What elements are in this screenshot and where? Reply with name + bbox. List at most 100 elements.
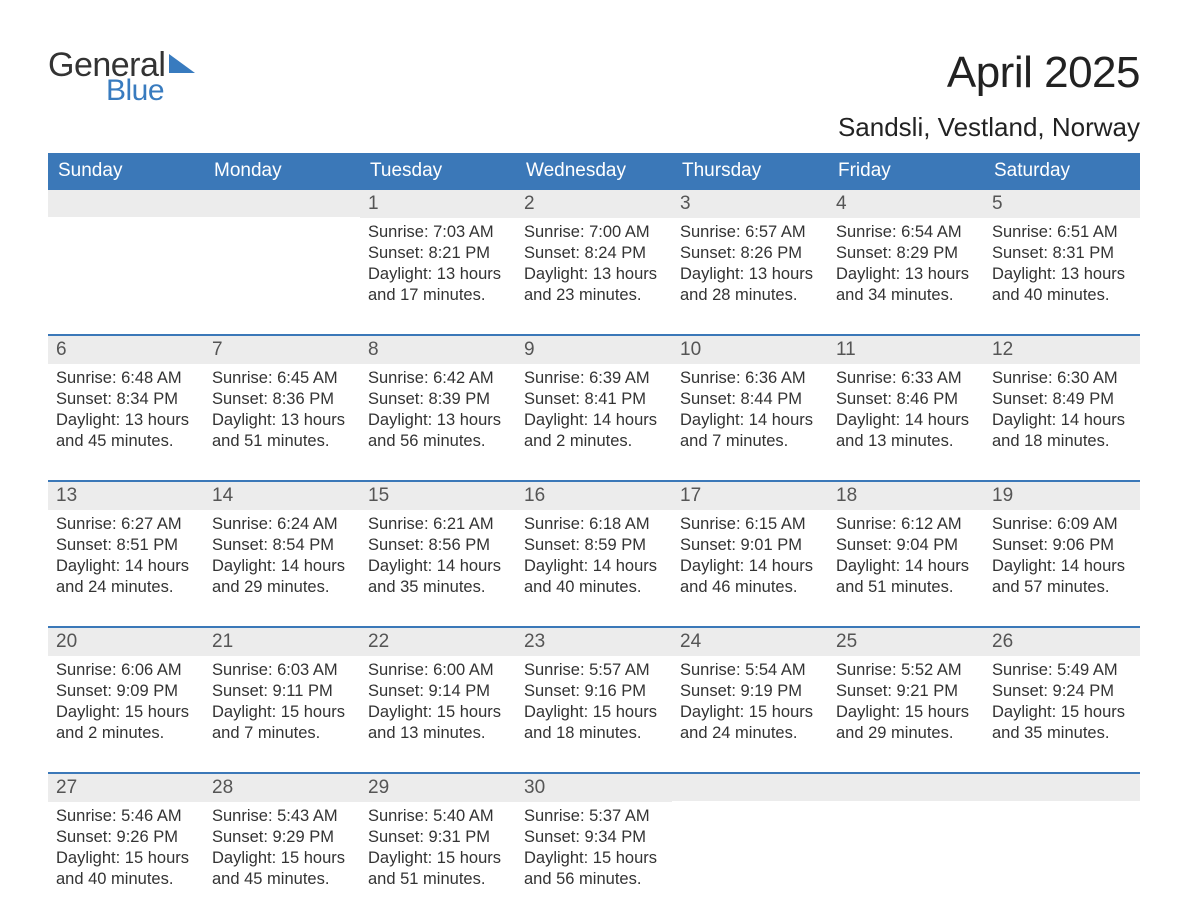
daylight-line: Daylight: 15 hours and 2 minutes. [56, 702, 196, 744]
day-number: 6 [48, 336, 204, 364]
day-details: Sunrise: 6:33 AMSunset: 8:46 PMDaylight:… [828, 364, 984, 460]
location: Sandsli, Vestland, Norway [838, 112, 1140, 143]
day-details: Sunrise: 5:57 AMSunset: 9:16 PMDaylight:… [516, 656, 672, 752]
sunrise-line: Sunrise: 6:48 AM [56, 368, 196, 389]
sunrise-line: Sunrise: 6:42 AM [368, 368, 508, 389]
month-title: April 2025 [838, 48, 1140, 98]
calendar-week: 27 Sunrise: 5:46 AMSunset: 9:26 PM Dayligh… [48, 772, 1140, 904]
day-number: 25 [828, 628, 984, 656]
calendar-day: 17Sunrise: 6:15 AMSunset: 9:01 PMDayligh… [672, 482, 828, 612]
day-number: 18 [828, 482, 984, 510]
sunrise-line: Sunrise: 6:21 AM [368, 514, 508, 535]
day-number: 20 [48, 628, 204, 656]
sunset-line: Sunset: 8:26 PM [680, 243, 820, 264]
sunrise-line: Sunrise: 5:46 AM [56, 806, 196, 827]
daylight-line: Daylight: 14 hours and 46 minutes. [680, 556, 820, 598]
weekday-header: Sunday [48, 153, 204, 190]
sunset-line: Sunset: 9:16 PM [524, 681, 664, 702]
calendar-day [672, 774, 828, 904]
day-number: 16 [516, 482, 672, 510]
daylight-line: Daylight: 15 hours and 7 minutes. [212, 702, 352, 744]
calendar-day: 25Sunrise: 5:52 AMSunset: 9:21 PMDayligh… [828, 628, 984, 758]
calendar-day [48, 190, 204, 320]
day-number: 12 [984, 336, 1140, 364]
sunset-line: Sunset: 9:11 PM [212, 681, 352, 702]
sunset-line: Sunset: 8:56 PM [368, 535, 508, 556]
daylight-line: Daylight: 13 hours and 45 minutes. [56, 410, 196, 452]
day-details: Sunrise: 6:00 AMSunset: 9:14 PMDaylight:… [360, 656, 516, 752]
daylight-line: Daylight: 14 hours and 13 minutes. [836, 410, 976, 452]
day-number: 28 [204, 774, 360, 802]
daylight-line: Daylight: 15 hours and 24 minutes. [680, 702, 820, 744]
sunset-line: Sunset: 8:36 PM [212, 389, 352, 410]
sunrise-line: Sunrise: 6:06 AM [56, 660, 196, 681]
day-details: Sunrise: 6:15 AMSunset: 9:01 PMDaylight:… [672, 510, 828, 606]
daylight-line: Daylight: 14 hours and 2 minutes. [524, 410, 664, 452]
sunrise-line: Sunrise: 5:49 AM [992, 660, 1132, 681]
daylight-line: Daylight: 15 hours and 56 minutes. [524, 848, 664, 890]
day-number: 21 [204, 628, 360, 656]
day-details: Sunrise: 6:18 AMSunset: 8:59 PMDaylight:… [516, 510, 672, 606]
sunset-line: Sunset: 9:09 PM [56, 681, 196, 702]
sunrise-line: Sunrise: 6:51 AM [992, 222, 1132, 243]
calendar-day: 27Sunrise: 5:46 AMSunset: 9:26 PMDayligh… [48, 774, 204, 904]
day-number [48, 190, 204, 217]
day-number: 19 [984, 482, 1140, 510]
sunrise-line: Sunrise: 5:37 AM [524, 806, 664, 827]
daylight-line: Daylight: 15 hours and 13 minutes. [368, 702, 508, 744]
daylight-line: Daylight: 14 hours and 18 minutes. [992, 410, 1132, 452]
sunrise-line: Sunrise: 6:15 AM [680, 514, 820, 535]
sunset-line: Sunset: 8:54 PM [212, 535, 352, 556]
day-number: 4 [828, 190, 984, 218]
weekday-header: Thursday [672, 153, 828, 190]
day-details: Sunrise: 5:54 AMSunset: 9:19 PMDaylight:… [672, 656, 828, 752]
sunset-line: Sunset: 9:19 PM [680, 681, 820, 702]
sunset-line: Sunset: 8:46 PM [836, 389, 976, 410]
sunset-line: Sunset: 8:24 PM [524, 243, 664, 264]
sunrise-line: Sunrise: 6:33 AM [836, 368, 976, 389]
sunset-line: Sunset: 9:06 PM [992, 535, 1132, 556]
sunrise-line: Sunrise: 5:40 AM [368, 806, 508, 827]
day-details: Sunrise: 6:51 AMSunset: 8:31 PMDaylight:… [984, 218, 1140, 314]
calendar-day: 8Sunrise: 6:42 AMSunset: 8:39 PMDaylight… [360, 336, 516, 466]
sunset-line: Sunset: 8:44 PM [680, 389, 820, 410]
sunset-line: Sunset: 8:34 PM [56, 389, 196, 410]
sunset-line: Sunset: 9:04 PM [836, 535, 976, 556]
sunset-line: Sunset: 9:24 PM [992, 681, 1132, 702]
calendar-day [984, 774, 1140, 904]
day-number: 2 [516, 190, 672, 218]
day-details: Sunrise: 6:12 AMSunset: 9:04 PMDaylight:… [828, 510, 984, 606]
sunrise-line: Sunrise: 7:03 AM [368, 222, 508, 243]
day-details: Sunrise: 6:27 AMSunset: 8:51 PMDaylight:… [48, 510, 204, 606]
sunset-line: Sunset: 9:26 PM [56, 827, 196, 848]
day-details: Sunrise: 6:03 AMSunset: 9:11 PMDaylight:… [204, 656, 360, 752]
calendar-day: 29Sunrise: 5:40 AMSunset: 9:31 PMDayligh… [360, 774, 516, 904]
day-number: 27 [48, 774, 204, 802]
sunset-line: Sunset: 8:59 PM [524, 535, 664, 556]
day-details: Sunrise: 5:37 AMSunset: 9:34 PMDaylight:… [516, 802, 672, 898]
sunrise-line: Sunrise: 6:09 AM [992, 514, 1132, 535]
calendar-week: 6Sunrise: 6:48 AMSunset: 8:34 PMDaylight… [48, 334, 1140, 466]
day-details: Sunrise: 5:43 AMSunset: 9:29 PMDaylight:… [204, 802, 360, 898]
calendar-day: 21Sunrise: 6:03 AMSunset: 9:11 PMDayligh… [204, 628, 360, 758]
logo-text: General Blue [48, 48, 165, 106]
calendar-day: 1Sunrise: 7:03 AMSunset: 8:21 PMDaylight… [360, 190, 516, 320]
day-number: 24 [672, 628, 828, 656]
calendar-day: 11Sunrise: 6:33 AMSunset: 8:46 PMDayligh… [828, 336, 984, 466]
sunset-line: Sunset: 9:21 PM [836, 681, 976, 702]
day-details: Sunrise: 6:54 AMSunset: 8:29 PMDaylight:… [828, 218, 984, 314]
day-number: 17 [672, 482, 828, 510]
calendar-day: 9Sunrise: 6:39 AMSunset: 8:41 PMDaylight… [516, 336, 672, 466]
calendar-day: 12Sunrise: 6:30 AMSunset: 8:49 PMDayligh… [984, 336, 1140, 466]
calendar-day: 18Sunrise: 6:12 AMSunset: 9:04 PMDayligh… [828, 482, 984, 612]
sunrise-line: Sunrise: 6:00 AM [368, 660, 508, 681]
day-number: 7 [204, 336, 360, 364]
calendar-day [828, 774, 984, 904]
day-number [828, 774, 984, 801]
day-number: 11 [828, 336, 984, 364]
day-details: Sunrise: 6:06 AMSunset: 9:09 PMDaylight:… [48, 656, 204, 752]
day-number [672, 774, 828, 801]
calendar: Sunday Monday Tuesday Wednesday Thursday… [48, 153, 1140, 904]
weeks-container: 1Sunrise: 7:03 AMSunset: 8:21 PMDaylight… [48, 190, 1140, 904]
calendar-header-row: Sunday Monday Tuesday Wednesday Thursday… [48, 153, 1140, 190]
